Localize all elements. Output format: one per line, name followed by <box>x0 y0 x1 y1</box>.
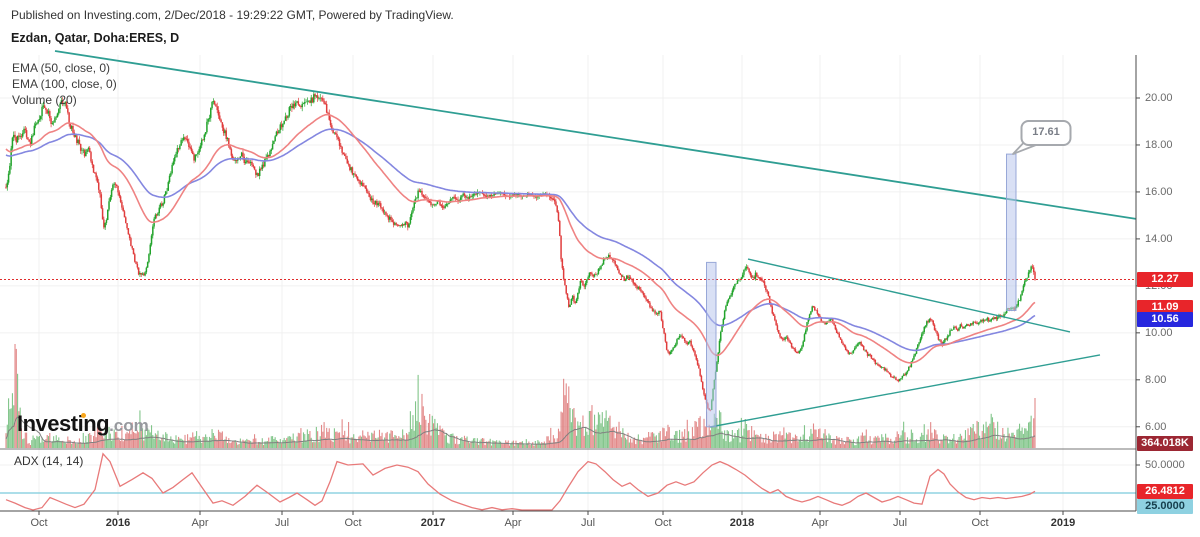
time-axis-label: 2019 <box>1050 517 1076 529</box>
candles-layer <box>5 91 1036 412</box>
indicator-legend: EMA (50, close, 0) EMA (100, close, 0) V… <box>12 60 117 108</box>
time-axis-label: Oct <box>971 517 989 529</box>
adx-indicator-label: ADX (14, 14) <box>14 454 84 468</box>
price-axis-label: 14.00 <box>1145 232 1173 245</box>
trendline-triangle-upper <box>747 258 1071 333</box>
investing-logo: Investing .com <box>17 411 149 437</box>
axis-badge-last-price: 12.27 <box>1137 272 1193 288</box>
trendline-triangle-lower <box>709 354 1101 428</box>
instrument-title: Ezdan, Qatar, Doha:ERES, D <box>11 31 180 45</box>
highlight-bar-target-range <box>1006 153 1017 311</box>
legend-ema50: EMA (50, close, 0) <box>12 61 111 75</box>
axis-badge-adx-level: 25.0000 <box>1137 499 1193 515</box>
price-target-callout[interactable]: 17.61 <box>1032 126 1060 138</box>
price-axis-label: 6.00 <box>1145 420 1167 433</box>
adx-line <box>5 452 1036 511</box>
time-axis-label: Oct <box>30 517 48 529</box>
ema100-line <box>5 128 1036 352</box>
price-axis-label: 18.00 <box>1145 138 1173 151</box>
axis-badge-ema100-value: 10.56 <box>1137 312 1193 328</box>
trendline-major-descending <box>54 50 1137 220</box>
time-axis-label: Jul <box>892 517 908 529</box>
time-axis-label: 2017 <box>420 517 446 529</box>
legend-ema100: EMA (100, close, 0) <box>12 77 117 91</box>
price-axis-label: 10.00 <box>1145 326 1173 339</box>
time-axis-label: Apr <box>191 517 209 529</box>
time-axis-label: Oct <box>344 517 362 529</box>
time-axis-label: Oct <box>654 517 672 529</box>
logo-suffix: .com <box>109 416 149 435</box>
legend-volume: Volume (20) <box>12 93 77 107</box>
axis-badge-volume-value: 364.018K <box>1137 435 1193 451</box>
adx-axis-label: 50.0000 <box>1145 459 1185 471</box>
time-axis-label: 2016 <box>105 517 131 529</box>
time-axis-label: Apr <box>811 517 829 529</box>
logo-orange-dot-icon <box>81 413 86 418</box>
logo-text: Investing <box>17 411 110 436</box>
highlight-bar-crash-range <box>706 261 717 428</box>
time-axis-label: 2018 <box>729 517 755 529</box>
time-axis-label: Jul <box>274 517 290 529</box>
ema50-line <box>5 113 1036 364</box>
axis-badge-adx-value: 26.4812 <box>1137 483 1193 499</box>
volume-ma-line <box>5 416 1036 445</box>
axis-badge-ema50-value: 11.09 <box>1137 299 1193 315</box>
time-axis-label: Jul <box>580 517 596 529</box>
price-axis-label: 20.00 <box>1145 92 1173 104</box>
price-axis-label: 8.00 <box>1145 373 1167 386</box>
price-axis-label: 16.00 <box>1145 185 1173 198</box>
callout-bubble <box>1020 120 1072 146</box>
published-line: Published on Investing.com, 2/Dec/2018 -… <box>11 8 454 22</box>
time-axis-label: Apr <box>504 517 522 529</box>
